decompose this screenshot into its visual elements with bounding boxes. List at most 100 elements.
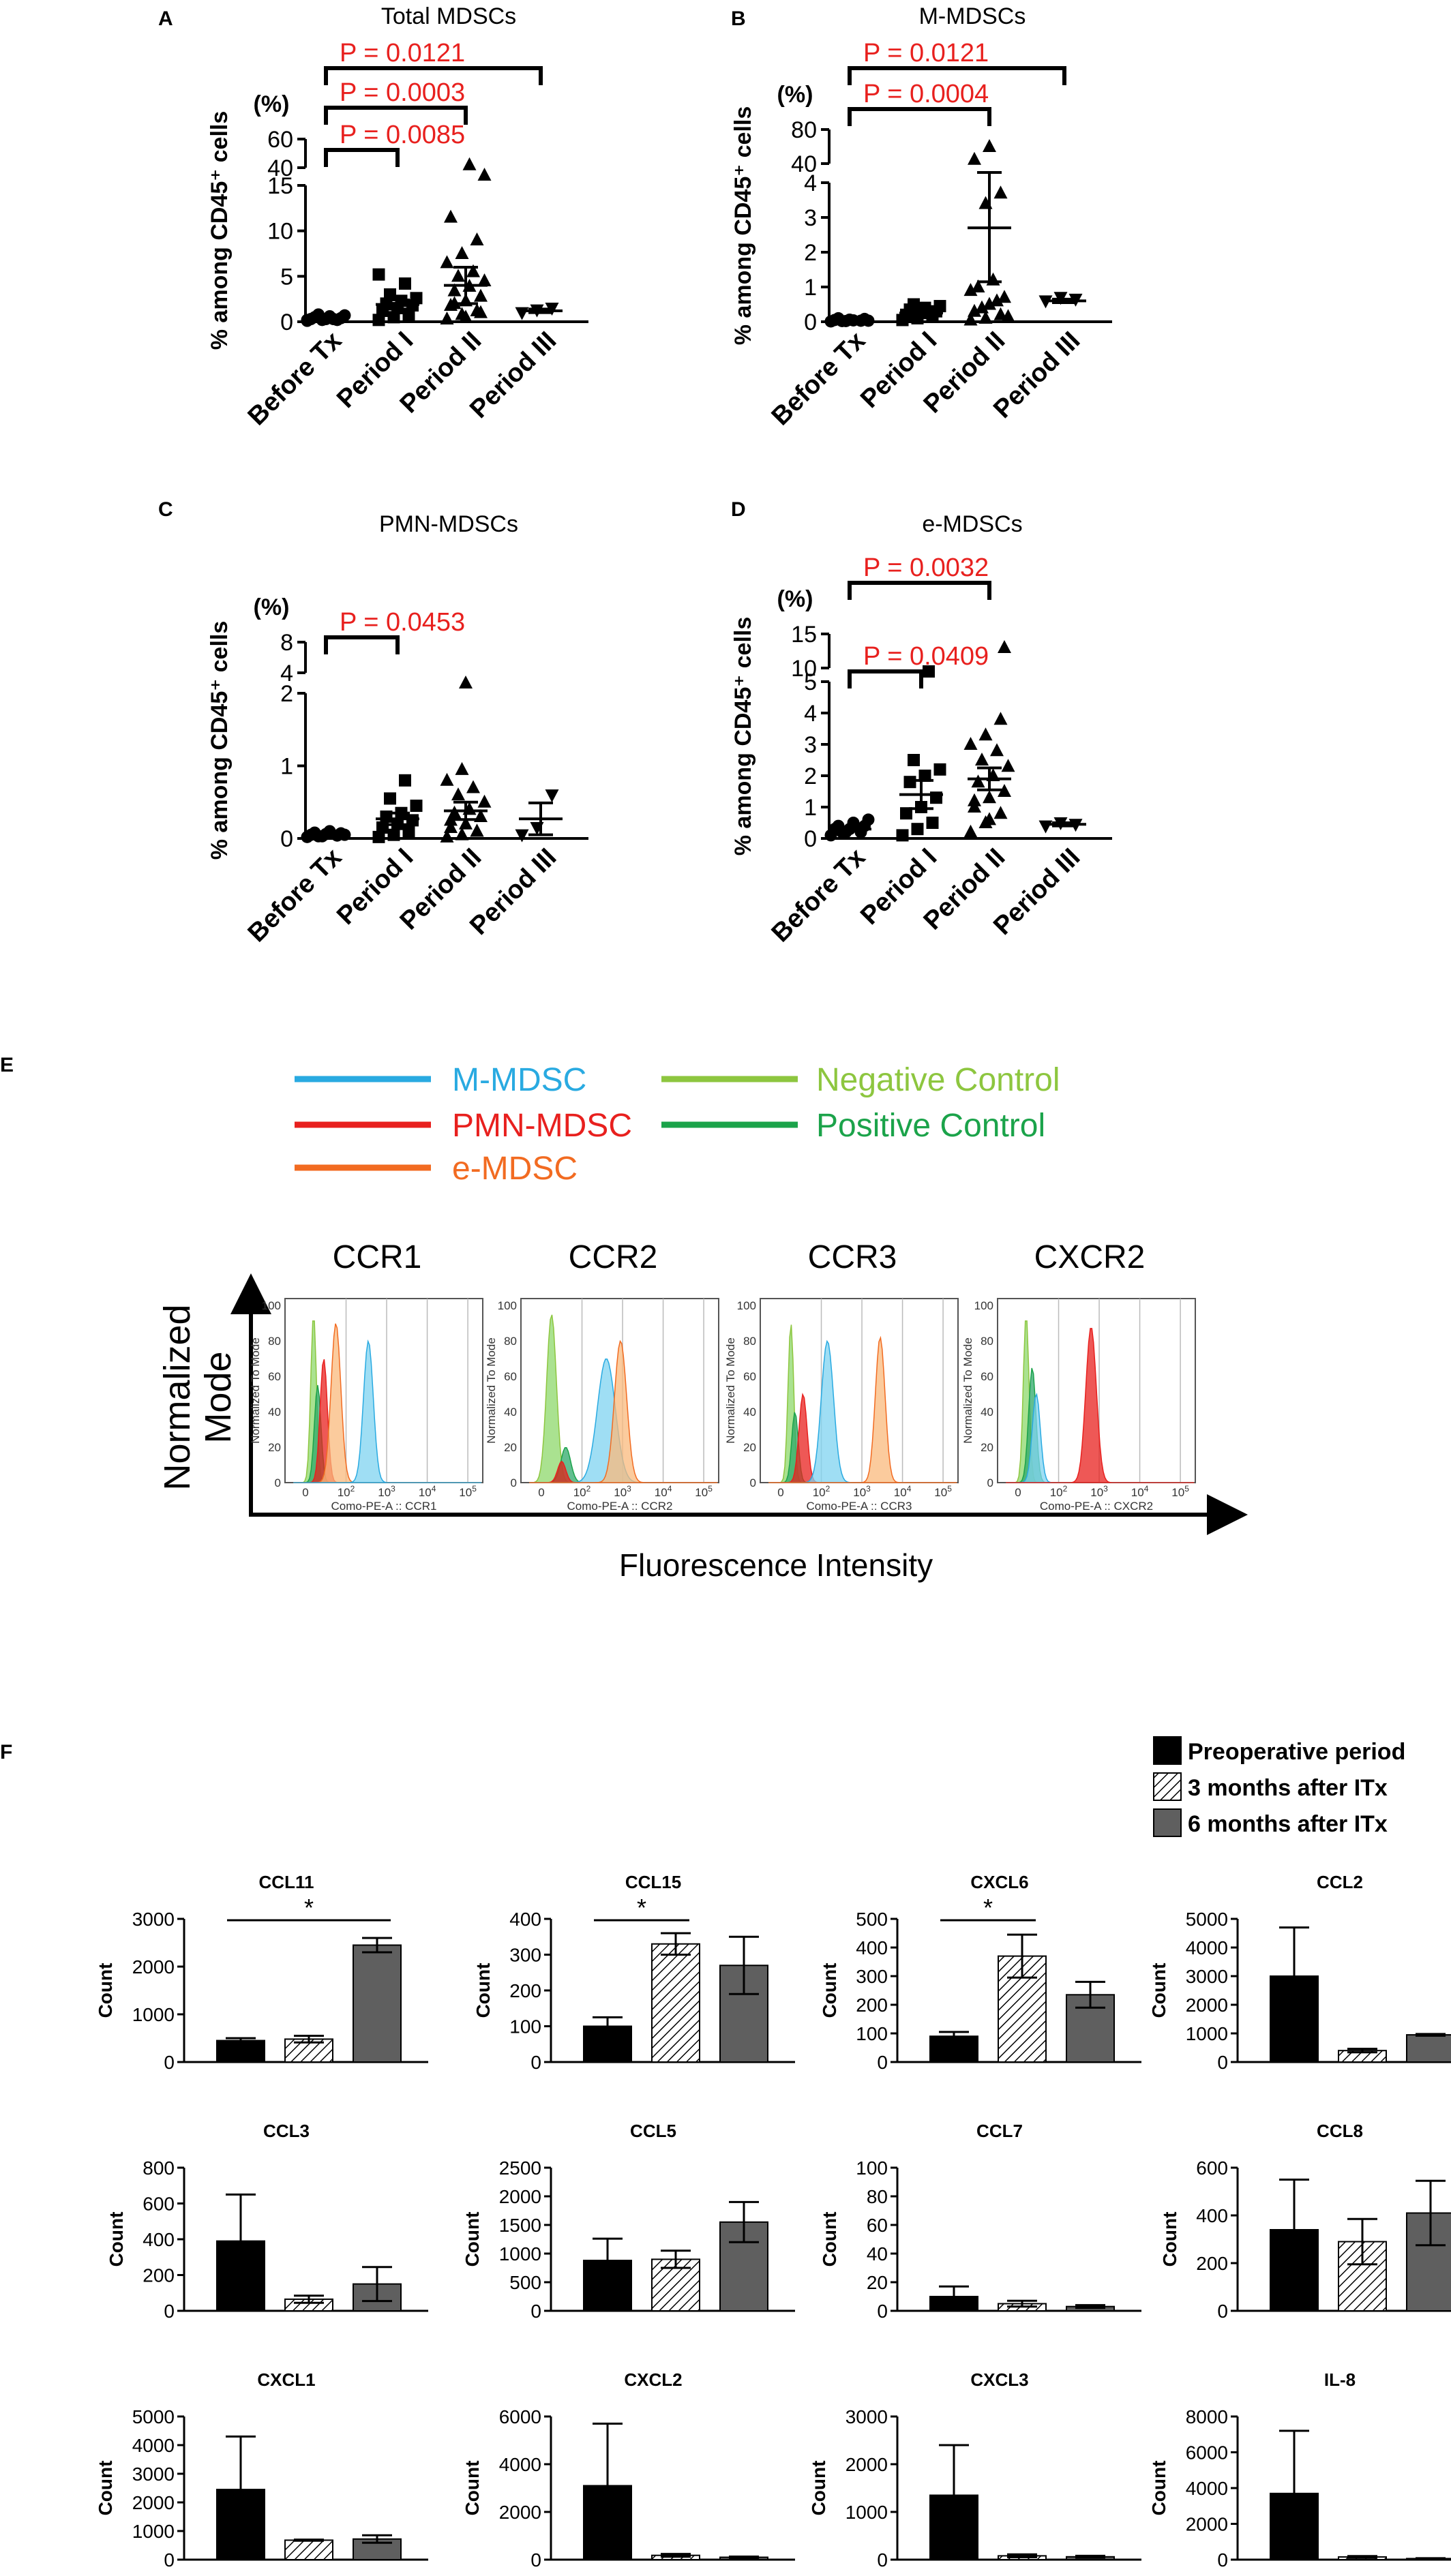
data-point [968,303,981,317]
histogram-pmn-mdsc [1006,1328,1195,1483]
flow-x-tick: 104 [1131,1484,1149,1499]
flow-y-tick: 20 [268,1441,281,1454]
significance-star: * [637,1894,646,1922]
data-point [908,298,920,311]
y-axis-label: % among CD45⁺ cells [207,621,233,860]
legend-f-swatch [1153,1736,1182,1765]
y-tick-label: 20 [867,2272,888,2293]
flow-x-tick: 0 [302,1486,308,1499]
data-point [455,827,469,840]
bar [1406,2034,1451,2063]
bar-chart-ccl7: CCL7 0 20 40 60 80 100 Count [819,2121,1141,2322]
data-point [933,300,946,313]
y-tick-label: 100 [856,2023,888,2044]
comparison-bracket [848,581,991,600]
data-point [983,812,996,825]
bar-chart-cxcl2: CXCL2 0 2000 4000 6000 Count [462,2369,795,2571]
data-point [963,737,978,750]
legend-label: e-MDSC [452,1151,578,1187]
legend-f-label: Preoperative period [1188,1739,1405,1765]
legend-f-label: 3 months after ITx [1188,1775,1388,1801]
p-value-label: P = 0.0085 [340,121,465,149]
data-point [399,774,411,787]
flow-y-tick: 60 [743,1370,756,1383]
legend-label: Negative Control [816,1062,1060,1098]
scatter-panel-c: PMN-MDSCs 0 1 24 8 (%) % among CD45⁺ cells Befo… [207,511,588,948]
y-tick-label: 0 [530,2301,541,2322]
y-tick-label: 60 [267,127,293,153]
data-point [1001,309,1015,322]
data-point [968,793,981,806]
data-point [971,774,985,788]
flow-y-tick: 40 [268,1406,281,1419]
legend-label: Positive Control [816,1108,1045,1144]
flow-y-tick: 0 [750,1476,756,1489]
y-tick-label: 4 [804,170,817,196]
data-point [978,310,993,324]
bar-y-label: Count [95,1963,116,2018]
flow-x-tick: 102 [1050,1484,1068,1499]
flow-x-tick: 0 [1015,1486,1021,1499]
flow-x-tick: 103 [378,1484,395,1499]
bar-chart-ccl8: CCL8 0 200 400 600 Count [1159,2121,1451,2322]
flow-ylabel-line2: Mode [198,1351,239,1443]
flow-y-tick: 40 [504,1406,517,1419]
data-point [466,780,480,793]
bar-chart-title: CXCL2 [624,2369,682,2390]
bar-chart-title: CCL2 [1317,1872,1363,1892]
data-point [998,640,1011,653]
flow-y-tick: 20 [981,1441,993,1454]
flow-panel-ccr1: CCR1 0 20 40 60 80 100 0 102 103 104 105 Como-PE-A :… [249,1239,483,1513]
x-tick-label: Before Tx [243,327,348,431]
legend-e-item: Negative Control [661,1062,1060,1098]
y-tick-label: 5 [804,669,817,695]
legend-f-item: Preoperative period [1153,1736,1405,1765]
histogram-e-mdsc [768,1335,957,1483]
flow-axis-label: Como-PE-A :: CCR3 [807,1500,912,1513]
y-tick-label: 300 [856,1966,888,1987]
flow-ylabel-line1: Normalized [157,1304,198,1490]
y-tick-label: 0 [877,2549,888,2571]
p-value-label: P = 0.0453 [340,608,465,637]
legend-f-item: 6 months after ITx [1153,1808,1388,1837]
data-point [444,813,458,826]
y-tick-label: 3 [804,732,817,758]
y-tick-label: 2500 [499,2157,541,2179]
bar-chart-ccl11: CCL11 0 1000 2000 3000 Count * [95,1872,428,2073]
chart-title: Total MDSCs [381,3,516,29]
legend-f: Preoperative period 3 months after ITx 6 m… [1153,1736,1405,1837]
data-point [971,279,985,292]
comparison-bracket [324,106,468,125]
flow-y-tick: 40 [981,1406,993,1419]
data-point [983,297,996,310]
data-point [462,157,477,170]
y-tick-label: 0 [164,2549,175,2571]
y-tick-label: 60 [867,2215,888,2236]
data-point [908,754,920,766]
data-point [998,784,1011,797]
y-tick-label: 3000 [846,2406,888,2427]
y-tick-label: 200 [1196,2253,1228,2274]
y-tick-label: 0 [280,309,293,335]
bar-chart-title: CCL3 [263,2121,310,2141]
y-unit: (%) [777,586,813,612]
y-tick-label: 0 [804,826,817,852]
y-tick-label: 80 [791,117,817,143]
flow-inner-ylabel: Normalized To Mode [485,1337,498,1444]
bar-chart-ccl2: CCL2 0 1000 2000 3000 4000 5000 Count [1148,1872,1451,2073]
data-point [862,813,875,826]
bar-chart-title: CCL15 [625,1872,681,1892]
bar-y-label: Count [95,2461,116,2516]
legend-f-swatch [1153,1808,1182,1837]
bar [651,1943,700,2063]
flow-title: CCR3 [808,1239,897,1275]
y-tick-label: 40 [267,155,293,181]
y-tick-label: 4 [804,701,817,727]
p-value-label: P = 0.0121 [340,39,465,67]
bar-chart-cxcl1: CXCL1 0 1000 2000 3000 4000 5000 Count [95,2369,428,2571]
flow-y-tick: 100 [262,1299,281,1312]
data-point [545,789,559,803]
data-point [990,293,1004,307]
flow-x-tick: 105 [459,1484,477,1499]
flow-y-tick: 20 [504,1441,517,1454]
